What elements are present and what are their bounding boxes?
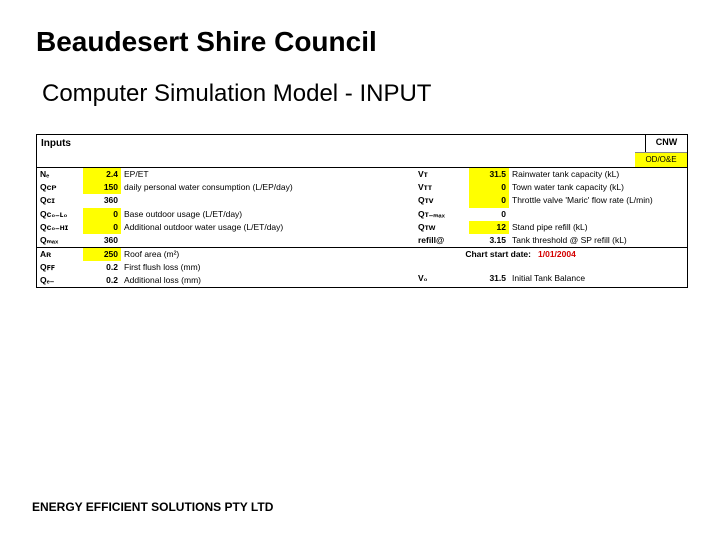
param-value: 31.5 xyxy=(469,272,509,285)
table-row: Vᴛᴛ0Town water tank capacity (kL) xyxy=(415,181,687,194)
param-desc: Additional loss (mm) xyxy=(121,274,415,287)
table-row: Vᴛ31.5Rainwater tank capacity (kL) xyxy=(415,168,687,181)
param-symbol: Qᴄᴘ xyxy=(37,181,83,194)
param-desc: Additional outdoor water usage (L/ET/day… xyxy=(121,221,415,234)
page-title: Beaudesert Shire Council xyxy=(36,26,377,58)
table-row: Qᴄ₀₋ʜɪ0Additional outdoor water usage (L… xyxy=(37,221,415,234)
param-desc: First flush loss (mm) xyxy=(121,261,415,274)
param-value: 0 xyxy=(83,208,121,221)
param-value: 250 xyxy=(83,248,121,261)
param-value: 3.15 xyxy=(469,234,509,247)
table-row: Qᴄᴘ150daily personal water consumption (… xyxy=(37,181,415,194)
table-row: Qᴄɪ360 xyxy=(37,194,415,207)
param-desc: Base outdoor usage (L/ET/day) xyxy=(121,208,415,221)
param-symbol: Aʀ xyxy=(37,248,83,261)
page-subtitle: Computer Simulation Model - INPUT xyxy=(42,80,431,108)
param-desc xyxy=(121,194,415,207)
param-desc: EP/ET xyxy=(121,168,415,181)
param-value: 0 xyxy=(469,181,509,194)
spacer-row xyxy=(415,261,687,272)
param-symbol: refill@ xyxy=(415,234,469,247)
param-symbol: Qꜰꜰ xyxy=(37,261,83,274)
param-symbol: Qₘₐₓ xyxy=(37,234,83,247)
param-symbol: Vᴛᴛ xyxy=(415,181,469,194)
param-symbol: V₀ xyxy=(415,272,469,285)
table-row: Qₑ₋0.2Additional loss (mm) xyxy=(37,274,415,287)
param-desc: Stand pipe refill (kL) xyxy=(509,221,687,234)
table-row: Qₘₐₓ360 xyxy=(37,234,415,247)
param-symbol: Qᴄ₀₋ʜɪ xyxy=(37,221,83,234)
table-row: Aʀ250Roof area (m²) xyxy=(37,248,415,261)
cnw-header-label: CNW xyxy=(645,135,687,152)
table-row: Qᴄ₀₋ʟ₀0Base outdoor usage (L/ET/day) xyxy=(37,208,415,221)
chart-start-value: 1/01/2004 xyxy=(535,248,579,261)
table-row: refill@3.15Tank threshold @ SP refill (k… xyxy=(415,234,687,247)
param-value: 360 xyxy=(83,194,121,207)
param-desc xyxy=(121,234,415,247)
table-header-row: Inputs CNW xyxy=(37,135,687,152)
chart-start-label: Chart start date: xyxy=(415,248,535,261)
input-grid-block2: Aʀ250Roof area (m²)Qꜰꜰ0.2First flush los… xyxy=(37,247,687,287)
table-row: Qꜰꜰ0.2First flush loss (mm) xyxy=(37,261,415,274)
param-symbol: Qᴛᴡ xyxy=(415,221,469,234)
table-row: V₀31.5Initial Tank Balance xyxy=(415,272,687,285)
param-value: 0 xyxy=(83,221,121,234)
footer-text: ENERGY EFFICIENT SOLUTIONS PTY LTD xyxy=(32,500,273,514)
inputs-header-label: Inputs xyxy=(37,135,645,152)
param-value: 12 xyxy=(469,221,509,234)
param-value: 0.2 xyxy=(83,261,121,274)
table-row: Qᴛᴠ0Throttle valve 'Maric' flow rate (L/… xyxy=(415,194,687,207)
param-value: 0 xyxy=(469,208,509,221)
odoe-row: OD/O&E xyxy=(37,152,687,167)
param-desc: Initial Tank Balance xyxy=(509,272,687,285)
table-row: Qᴛᴡ12Stand pipe refill (kL) xyxy=(415,221,687,234)
param-desc xyxy=(509,208,687,221)
param-desc: daily personal water consumption (L/EP/d… xyxy=(121,181,415,194)
input-grid-block1: Nₑ2.4EP/ETQᴄᴘ150daily personal water con… xyxy=(37,167,687,246)
param-value: 0.2 xyxy=(83,274,121,287)
param-symbol: Qᴄɪ xyxy=(37,194,83,207)
param-symbol: Qᴛᴠ xyxy=(415,194,469,207)
param-symbol: Nₑ xyxy=(37,168,83,181)
param-desc: Tank threshold @ SP refill (kL) xyxy=(509,234,687,247)
param-value: 360 xyxy=(83,234,121,247)
param-desc: Roof area (m²) xyxy=(121,248,415,261)
odoe-label: OD/O&E xyxy=(635,152,687,167)
param-value: 31.5 xyxy=(469,168,509,181)
param-symbol: Qᴛ₋ₘₐₓ xyxy=(415,208,469,221)
param-value: 150 xyxy=(83,181,121,194)
param-desc: Throttle valve 'Maric' flow rate (L/min) xyxy=(509,194,687,207)
param-symbol: Qₑ₋ xyxy=(37,274,83,287)
param-value: 2.4 xyxy=(83,168,121,181)
param-desc: Town water tank capacity (kL) xyxy=(509,181,687,194)
param-symbol: Vᴛ xyxy=(415,168,469,181)
table-row: Nₑ2.4EP/ET xyxy=(37,168,415,181)
param-value: 0 xyxy=(469,194,509,207)
param-desc: Rainwater tank capacity (kL) xyxy=(509,168,687,181)
inputs-table: Inputs CNW OD/O&E Nₑ2.4EP/ETQᴄᴘ150daily … xyxy=(36,134,688,288)
table-row: Qᴛ₋ₘₐₓ0 xyxy=(415,208,687,221)
param-symbol: Qᴄ₀₋ʟ₀ xyxy=(37,208,83,221)
chart-start-row: Chart start date: 1/01/2004 xyxy=(415,248,687,261)
